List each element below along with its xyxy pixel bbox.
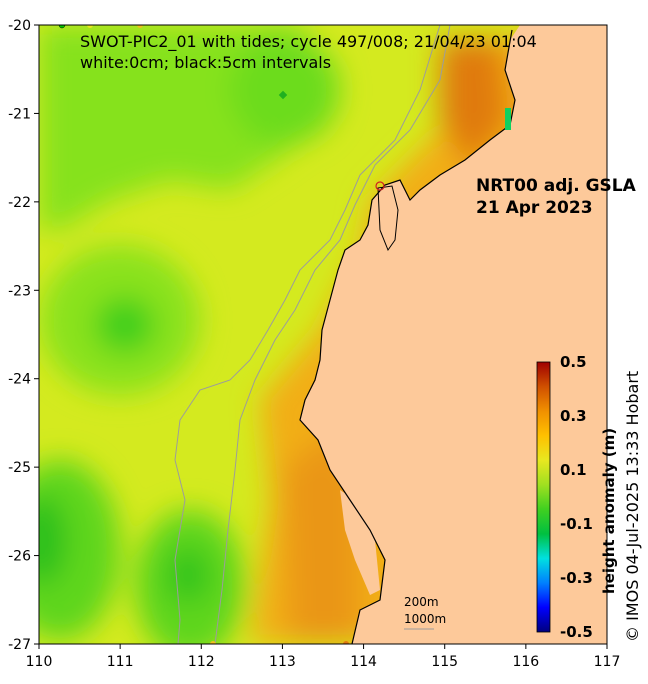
x-axis: 110 111 112 113 114 115 116 117 xyxy=(26,644,621,670)
isobath-label-1000m: 1000m xyxy=(404,612,446,626)
x-tick-label: 115 xyxy=(431,654,458,670)
map-title: SWOT-PIC2_01 with tides; cycle 497/008; … xyxy=(80,32,537,52)
land-spit xyxy=(378,186,398,250)
colorbar-tick-label: -0.5 xyxy=(560,623,593,641)
station-marker xyxy=(505,108,511,130)
colorbar-tick-label: 0.5 xyxy=(560,353,587,371)
isobath-200m xyxy=(174,25,441,644)
anomaly-green-north xyxy=(230,35,340,145)
x-tick-label: 114 xyxy=(350,654,377,670)
anomaly-green-sw xyxy=(39,460,120,640)
x-tick-label: 110 xyxy=(26,654,53,670)
station-marker xyxy=(58,25,66,29)
station-marker xyxy=(87,25,93,28)
y-tick-label: -26 xyxy=(8,549,31,565)
product-date: 21 Apr 2023 xyxy=(476,198,593,218)
y-tick-label: -21 xyxy=(8,106,31,122)
colorbar-tick-label: -0.3 xyxy=(560,569,593,587)
anomaly-green-core xyxy=(95,297,155,353)
station-marker xyxy=(278,90,288,100)
land-peninsula xyxy=(340,490,380,595)
x-tick-label: 111 xyxy=(107,654,134,670)
product-name: NRT00 adj. GSLA xyxy=(476,176,637,196)
isobath-1000m xyxy=(214,25,451,644)
x-tick-label: 112 xyxy=(188,654,215,670)
coastline-spit xyxy=(377,185,399,252)
isobath-label-200m: 200m xyxy=(404,595,439,609)
x-tick-label: 117 xyxy=(594,654,621,670)
colorbar: 0.5 0.3 0.1 -0.1 -0.3 -0.5 height anomaly (m) xyxy=(536,353,618,641)
y-tick-label: -24 xyxy=(8,372,31,388)
station-marker xyxy=(137,25,143,28)
station-marker xyxy=(375,181,385,191)
plot-frame xyxy=(38,24,608,645)
y-tick-label: -25 xyxy=(8,460,31,476)
colorbar-tick-label: 0.1 xyxy=(560,461,587,479)
colorbar-bar xyxy=(536,361,551,633)
x-tick-label: 113 xyxy=(269,654,296,670)
plot-area xyxy=(39,25,607,644)
y-tick-label: -27 xyxy=(8,637,31,653)
credit-text: © IMOS 04-Jul-2025 13:33 Hobart xyxy=(623,371,642,642)
x-tick-label: 116 xyxy=(512,654,539,670)
land-mass xyxy=(300,25,607,644)
y-tick-label: -23 xyxy=(8,283,31,299)
y-axis: -20 -21 -22 -23 -24 -25 -26 -27 xyxy=(8,18,39,653)
colorbar-tick-label: -0.1 xyxy=(560,515,593,533)
colorbar-ticks: 0.5 0.3 0.1 -0.1 -0.3 -0.5 xyxy=(560,353,593,641)
y-tick-label: -22 xyxy=(8,195,31,211)
colorbar-label: height anomaly (m) xyxy=(600,428,618,594)
y-tick-label: -20 xyxy=(8,18,31,34)
colorbar-tick-label: 0.3 xyxy=(560,407,587,425)
station-marker xyxy=(343,641,349,644)
coastline xyxy=(299,29,516,644)
anomaly-green-south-core xyxy=(166,547,210,603)
station-marker xyxy=(210,641,216,644)
station-markers xyxy=(58,25,511,644)
map-subtitle: white:0cm; black:5cm intervals xyxy=(80,53,331,72)
anomaly-green-sw-core xyxy=(39,495,67,585)
